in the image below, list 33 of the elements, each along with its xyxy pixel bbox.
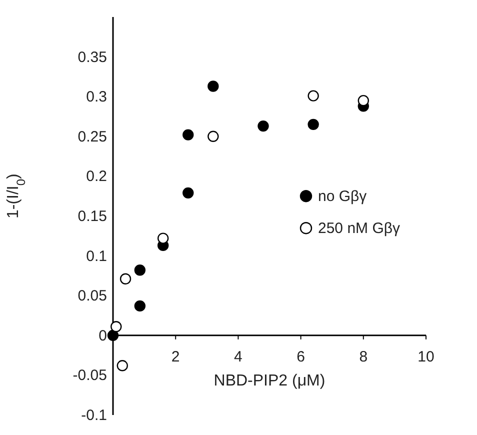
y-tick-label: 0.25: [78, 128, 107, 146]
point: [182, 187, 194, 199]
point: [308, 118, 319, 130]
x-tick-label: 2: [171, 348, 180, 366]
point: [157, 232, 169, 244]
point: [110, 321, 122, 332]
point: [182, 129, 194, 140]
y-tick-label: 0.3: [86, 88, 107, 106]
point: [258, 120, 269, 132]
point: [134, 264, 146, 276]
point: [120, 273, 132, 284]
x-tick-label: 10: [418, 348, 434, 366]
y-tick-label: -0.05: [72, 367, 107, 384]
legend-label: no Gβγ: [318, 188, 368, 206]
y-tick-label: -0.1: [81, 407, 107, 424]
x-tick-label: 6: [296, 348, 305, 366]
y-tick-label: 0: [98, 327, 107, 344]
point: [358, 94, 369, 106]
y-tick-label: 0.2: [86, 168, 107, 186]
point: [208, 130, 219, 142]
x-tick-label: 4: [234, 348, 242, 366]
point: [116, 360, 128, 372]
y-tick-label: 0.15: [78, 208, 107, 225]
point: [308, 90, 319, 102]
y-tick-label: 0.1: [86, 248, 107, 265]
point: [107, 330, 119, 341]
x-tick-label: 8: [359, 348, 368, 366]
x-axis-title: NBD-PIP2 (μM): [214, 372, 326, 390]
y-tick-label: 0.05: [78, 288, 107, 305]
point: [134, 300, 146, 312]
y-tick-label: 0.35: [78, 48, 107, 66]
point: [208, 80, 219, 92]
legend-label: 250 nM Gβγ: [318, 220, 400, 238]
